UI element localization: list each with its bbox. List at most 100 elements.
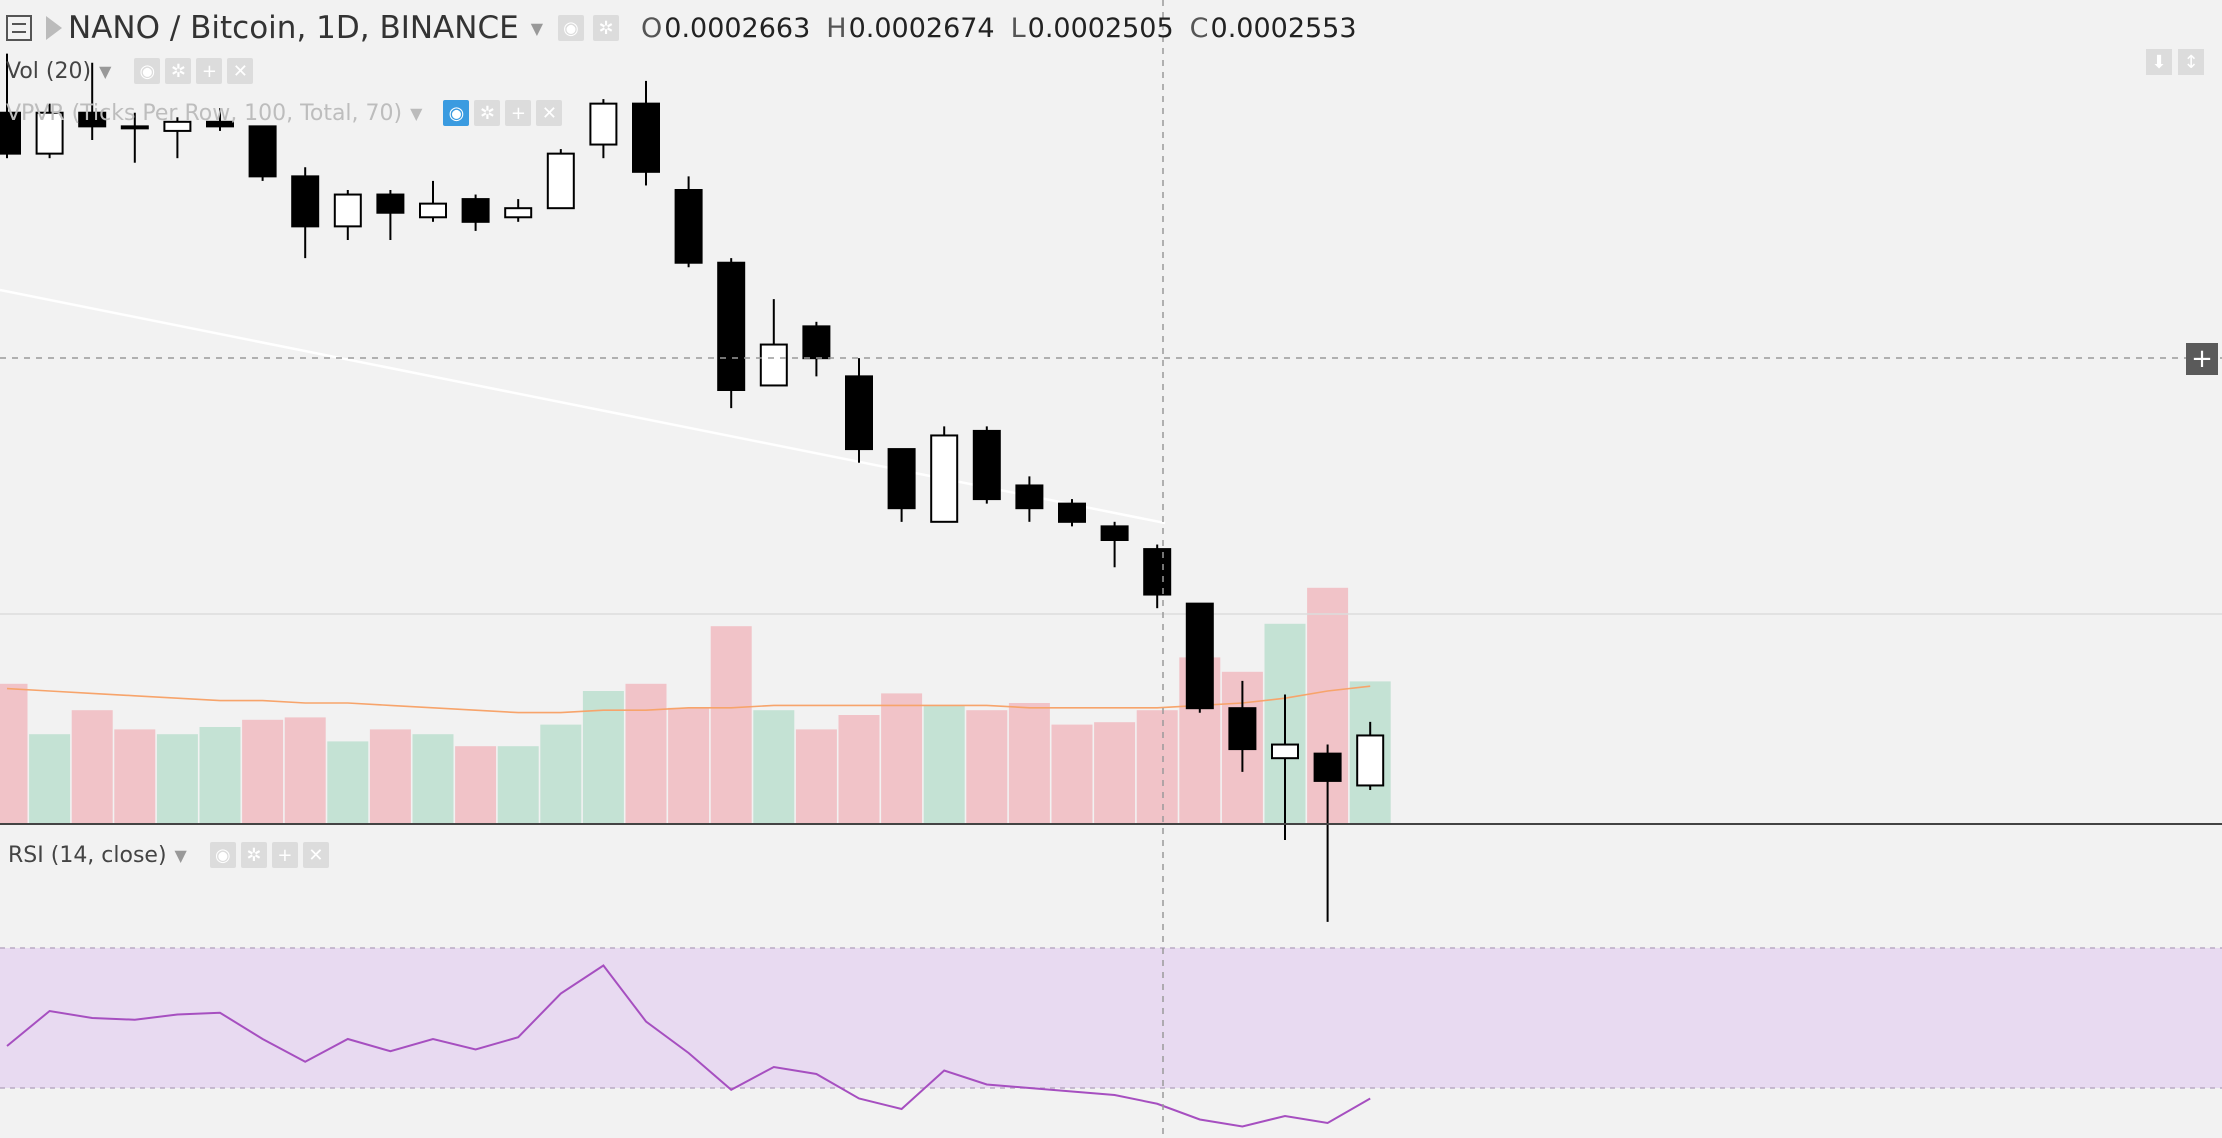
caret-down-icon[interactable]: ▼ <box>530 18 543 38</box>
vpvr-label[interactable]: VPVR (Ticks Per Row, 100, Total, 70) <box>6 100 403 126</box>
volume-bar <box>540 724 582 823</box>
candle <box>376 190 405 240</box>
candle-body <box>163 120 192 132</box>
low-readout: L0.0002505 <box>1010 12 1174 44</box>
caret-down-icon[interactable]: ▼ <box>99 61 112 81</box>
trend-line[interactable] <box>0 288 1166 525</box>
candle <box>1185 602 1214 713</box>
candle <box>504 199 533 222</box>
candle-body <box>589 102 618 146</box>
candle-body <box>78 111 107 128</box>
candle-body <box>802 325 831 360</box>
gear-icon[interactable]: ✲ <box>593 15 619 41</box>
candle-body <box>759 343 788 387</box>
candle <box>248 125 277 181</box>
candle <box>717 258 746 409</box>
open-readout: O0.0002663 <box>641 12 811 44</box>
close-icon[interactable]: ✕ <box>227 58 254 84</box>
candle-body <box>376 193 405 214</box>
gear-icon[interactable]: ✲ <box>165 58 192 84</box>
candle <box>845 358 873 463</box>
symbol-legend: NANO / Bitcoin, 1D, BINANCE ▼ ◉ ✲ O0.000… <box>0 10 1373 46</box>
candle <box>1100 521 1129 568</box>
candle <box>546 149 575 210</box>
volume-bar <box>1008 703 1050 823</box>
candle <box>206 108 234 131</box>
candle <box>589 99 618 159</box>
volume-bar <box>412 734 454 823</box>
candlesticks <box>0 53 1385 922</box>
expand-icon[interactable]: ↕ <box>2178 49 2204 75</box>
plus-icon[interactable]: + <box>196 58 223 84</box>
eye-icon[interactable]: ◉ <box>443 100 470 126</box>
gear-icon[interactable]: ✲ <box>240 842 267 868</box>
candle <box>674 176 703 268</box>
volume-bar <box>369 729 411 823</box>
candle-body <box>1058 502 1086 523</box>
candle <box>759 299 788 387</box>
candle-body <box>972 429 1001 501</box>
candle <box>632 80 660 186</box>
candle <box>291 167 320 259</box>
candle <box>0 53 21 159</box>
candle <box>461 194 490 231</box>
candle <box>1271 694 1299 840</box>
menu-icon[interactable] <box>6 15 32 41</box>
volume-bar <box>156 734 198 823</box>
gear-icon[interactable]: ✲ <box>474 100 501 126</box>
candle <box>1356 721 1385 790</box>
volume-bar <box>199 727 241 823</box>
candle-body <box>120 125 149 130</box>
candle-body <box>1015 484 1044 510</box>
candle <box>1313 744 1342 922</box>
close-icon[interactable]: ✕ <box>536 100 563 126</box>
volume-bar <box>1051 724 1093 823</box>
candle-body <box>0 111 21 155</box>
volume-bar <box>710 626 752 823</box>
candle-body <box>546 152 575 210</box>
volume-bar <box>114 729 156 823</box>
volume-bar <box>455 746 497 823</box>
rsi-line <box>6 964 1371 1128</box>
candle-body <box>248 125 277 178</box>
eye-icon[interactable]: ◉ <box>209 842 236 868</box>
caret-down-icon[interactable]: ▼ <box>410 103 423 123</box>
eye-icon[interactable]: ◉ <box>134 58 161 84</box>
candle <box>35 103 64 159</box>
rsi-band <box>0 948 2222 1088</box>
volume-bar <box>582 691 624 823</box>
scroll-down-icon[interactable]: ⬇ <box>2146 49 2172 75</box>
eye-icon[interactable]: ◉ <box>558 15 584 41</box>
candle <box>887 448 916 522</box>
plus-icon[interactable]: + <box>271 842 298 868</box>
volume-bar <box>242 719 284 823</box>
candle-body <box>930 434 959 523</box>
volume-bar <box>838 715 880 823</box>
volume-bar <box>668 707 710 823</box>
rsi-legend: RSI (14, close) ▼ ◉ ✲ + ✕ <box>8 842 329 868</box>
close-icon[interactable]: ✕ <box>302 842 329 868</box>
candle-body <box>1271 743 1299 760</box>
candle <box>930 426 959 523</box>
candle-body <box>333 193 362 228</box>
volume-bar <box>327 741 369 823</box>
candle-body <box>291 175 320 228</box>
candle <box>1058 499 1086 527</box>
candle-body <box>35 111 64 155</box>
volume-bar <box>923 705 965 823</box>
candle <box>1015 476 1044 522</box>
volume-label[interactable]: Vol (20) <box>6 58 92 84</box>
caret-down-icon[interactable]: ▼ <box>174 845 187 865</box>
flag-icon[interactable] <box>46 16 62 40</box>
candle <box>1228 680 1257 772</box>
rsi-label[interactable]: RSI (14, close) <box>8 842 167 868</box>
candle-body <box>845 375 873 451</box>
plus-icon[interactable]: + <box>2186 343 2218 375</box>
candle <box>163 117 192 159</box>
symbol-title[interactable]: NANO / Bitcoin, 1D, BINANCE <box>68 10 519 46</box>
volume-bar <box>1094 722 1136 823</box>
candle-body <box>1100 525 1129 542</box>
plus-icon[interactable]: + <box>505 100 532 126</box>
candle-body <box>1185 602 1214 710</box>
